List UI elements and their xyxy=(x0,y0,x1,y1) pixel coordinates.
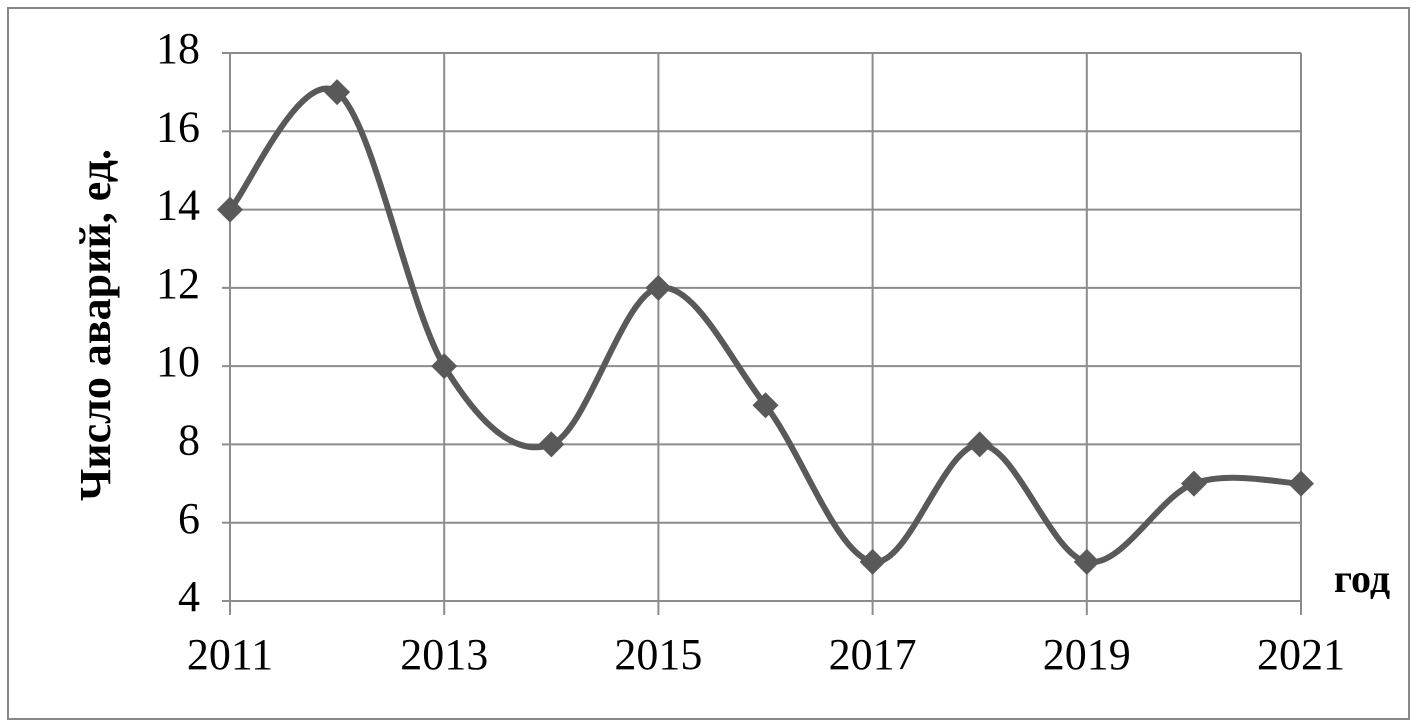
marker xyxy=(538,431,565,458)
y-tick-label: 12 xyxy=(156,259,200,308)
y-tick-label: 8 xyxy=(178,416,200,465)
marker xyxy=(217,196,243,223)
y-tick-label: 10 xyxy=(156,337,200,386)
y-tick-label: 6 xyxy=(178,494,200,543)
y-axis-label: Число аварий, ед. xyxy=(71,149,120,501)
marker xyxy=(1073,548,1100,575)
marker xyxy=(1180,470,1207,497)
marker xyxy=(324,79,351,106)
marker xyxy=(752,392,779,419)
y-tick-label: 4 xyxy=(178,572,200,621)
marker xyxy=(966,431,993,458)
x-tick-label: 2013 xyxy=(400,630,488,679)
y-tick-label: 18 xyxy=(156,24,200,73)
y-tick-label: 14 xyxy=(156,181,200,230)
x-tick-label: 2011 xyxy=(187,630,273,679)
x-tick-label: 2021 xyxy=(1257,630,1345,679)
marker xyxy=(431,353,458,380)
chart-border xyxy=(7,7,1410,720)
x-tick-label: 2015 xyxy=(614,630,702,679)
marker xyxy=(1288,470,1314,497)
x-tick-label: 2019 xyxy=(1043,630,1131,679)
marker xyxy=(859,548,886,575)
marker xyxy=(645,274,672,301)
y-tick-label: 16 xyxy=(156,102,200,151)
x-axis-label: год xyxy=(1334,556,1390,601)
x-tick-label: 2017 xyxy=(829,630,917,679)
